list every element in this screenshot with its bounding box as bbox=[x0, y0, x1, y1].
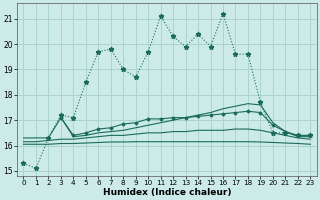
X-axis label: Humidex (Indice chaleur): Humidex (Indice chaleur) bbox=[103, 188, 231, 197]
